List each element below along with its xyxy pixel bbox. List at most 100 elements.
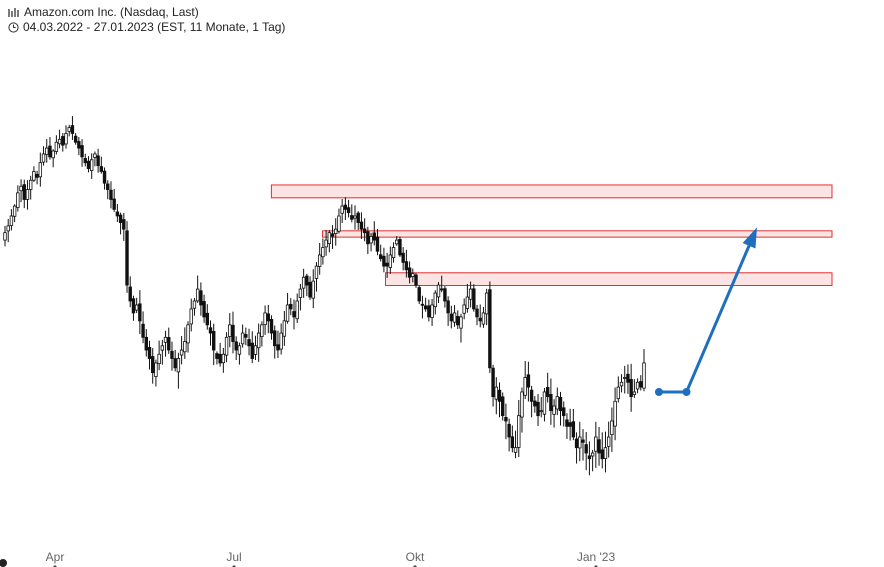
candle-body (99, 166, 104, 172)
candle-body (289, 303, 293, 310)
candle-body (73, 135, 78, 143)
candle-body (279, 332, 283, 350)
candle-body (250, 342, 254, 359)
candle-body (202, 301, 206, 318)
candle-body (199, 290, 203, 306)
candle-body (67, 127, 71, 132)
chart-subtitle: 04.03.2022 - 27.01.2023 (EST, 11 Monate,… (23, 20, 286, 34)
candle-body (587, 455, 592, 460)
candle-body (443, 288, 447, 302)
candle-body (398, 239, 402, 256)
candle-body (571, 421, 576, 438)
clock-icon (8, 20, 23, 34)
candle-body (218, 353, 222, 364)
candle-body (430, 304, 434, 319)
candle-body (613, 400, 617, 427)
candle-body (330, 233, 335, 237)
candle-body (552, 405, 556, 415)
candle-body (170, 350, 174, 359)
candle-body (16, 192, 20, 208)
candle-body (372, 232, 376, 241)
candle-body (83, 158, 87, 164)
candle-body (244, 334, 248, 338)
projection-point[interactable] (654, 388, 663, 396)
candle-body (440, 288, 444, 291)
candle-body (375, 236, 380, 252)
candle-body (157, 353, 161, 365)
candle-body (545, 387, 550, 398)
candle-body (353, 215, 357, 219)
candle-body (366, 231, 370, 245)
candle-body (478, 317, 482, 322)
candle-body (208, 327, 213, 334)
candle-body (623, 377, 627, 379)
candle-body (301, 276, 306, 289)
candle-body (3, 232, 7, 241)
x-tick-label: Okt (406, 550, 425, 564)
candle-body (606, 436, 611, 447)
candle-body (6, 225, 10, 232)
candle-body (54, 141, 59, 152)
candle-body (9, 215, 14, 226)
candle-body (378, 254, 383, 260)
candle-body (48, 145, 52, 158)
candle-body (346, 207, 351, 214)
projection-path (658, 230, 757, 394)
candle-body (179, 349, 184, 356)
candle-body (616, 386, 621, 400)
candle-body (635, 381, 640, 390)
candle-body (356, 212, 360, 223)
candle-body (411, 273, 415, 277)
candle-body (513, 447, 518, 453)
candle-body (642, 362, 646, 389)
candle-body (555, 396, 560, 410)
candle-body (423, 305, 428, 310)
candle-body (558, 397, 563, 412)
projection-arrowhead (742, 227, 757, 249)
candle-body (578, 436, 582, 449)
candle-body (343, 204, 348, 210)
candle-body (115, 211, 120, 217)
candle-body (610, 420, 614, 436)
candle-body (462, 304, 466, 314)
resistance-zone[interactable] (322, 230, 833, 238)
candle-body (12, 205, 17, 217)
candle-body (317, 254, 322, 267)
candle-body (80, 145, 84, 158)
candle-body (122, 219, 126, 230)
candle-body (597, 439, 601, 454)
candle-body (106, 183, 110, 190)
candle-body (19, 185, 23, 192)
candle-body (626, 373, 630, 383)
candle-body (350, 215, 354, 220)
resistance-zone[interactable] (385, 272, 833, 286)
candle-body (574, 438, 579, 449)
candle-body (542, 391, 547, 415)
projection-point[interactable] (682, 388, 691, 396)
candle-body (32, 171, 36, 181)
candle-body (247, 339, 251, 347)
candle-body (22, 184, 26, 200)
candle-body (292, 311, 296, 318)
candle-body (449, 313, 454, 322)
candle-body (327, 232, 332, 244)
candle-body (472, 288, 476, 310)
candle-body (260, 324, 264, 337)
candle-body (41, 153, 46, 163)
chart-type-icon[interactable] (8, 5, 24, 19)
candle-body (417, 287, 421, 302)
candle-body (629, 379, 633, 398)
x-tick-label: Jan '23 (577, 550, 616, 564)
candle-body (334, 228, 338, 234)
chart-handle[interactable] (0, 559, 7, 567)
candle-body (414, 274, 418, 286)
candle-body (562, 407, 566, 417)
candle-body (237, 345, 242, 355)
chart-title-row: Amazon.com Inc. (Nasdaq, Last) (8, 5, 199, 19)
candle-body (77, 141, 81, 149)
candle-body (465, 296, 470, 309)
candle-body (504, 417, 508, 422)
candle-body (420, 303, 425, 306)
resistance-zone[interactable] (270, 184, 833, 199)
